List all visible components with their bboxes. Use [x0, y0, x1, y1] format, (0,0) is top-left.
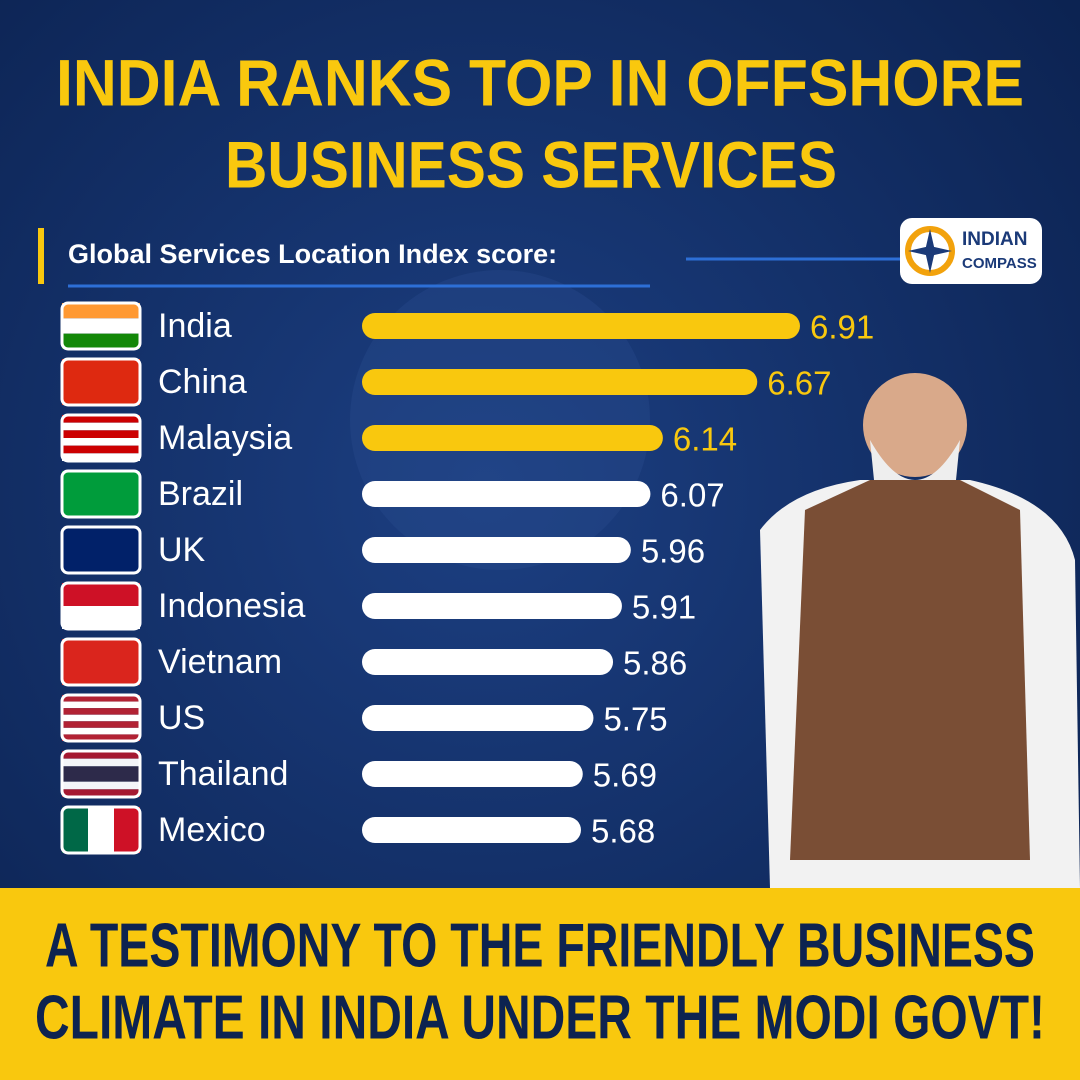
value-label: 5.96 [641, 533, 705, 570]
flag-border [60, 525, 142, 575]
bar [362, 369, 758, 395]
flag-stripe [62, 527, 140, 573]
title-line: BUSINESS SERVICES [225, 127, 837, 201]
logo-text: INDIAN [962, 229, 1027, 250]
title-line: INDIA RANKS TOP IN OFFSHORE [56, 45, 1024, 119]
category-label: UK [158, 531, 206, 569]
flag-stripe [62, 359, 140, 405]
value-label: 5.75 [603, 701, 667, 738]
category-label: US [158, 699, 205, 737]
flag-border [60, 413, 142, 463]
subtitle: Global Services Location Index score: [68, 239, 557, 269]
flag-border [60, 637, 142, 687]
flag-stripe [62, 422, 140, 431]
footer-band [0, 888, 1080, 1080]
bar [362, 705, 594, 731]
flag [60, 805, 142, 855]
flag-stripe [62, 606, 140, 629]
flag-border [60, 693, 142, 743]
bar [362, 817, 581, 843]
flag-stripe [62, 727, 140, 735]
category-label: India [158, 307, 232, 345]
flag-stripe [62, 453, 140, 461]
category-label: Brazil [158, 475, 243, 513]
flag-stripe [62, 639, 140, 685]
flag-stripe [62, 714, 140, 722]
flag-stripe [62, 445, 140, 454]
flag [60, 581, 142, 631]
category-label: China [158, 363, 247, 401]
flag-stripe [62, 303, 140, 319]
flag [60, 413, 142, 463]
bar [362, 313, 800, 339]
flag-stripe [62, 807, 88, 853]
flag-stripe [62, 415, 140, 423]
flag [60, 525, 142, 575]
value-label: 5.86 [623, 645, 687, 682]
flag-border [60, 805, 142, 855]
category-label: Thailand [158, 755, 288, 793]
flag [60, 749, 142, 799]
flag-stripe [62, 758, 140, 767]
logo-icon [908, 229, 952, 273]
flag [60, 693, 142, 743]
logo-box [900, 218, 1042, 284]
flag-stripe [62, 471, 140, 517]
flag-stripe [62, 751, 140, 759]
flag [60, 301, 142, 351]
category-label: Malaysia [158, 419, 292, 457]
flag-border [60, 301, 142, 351]
bar [362, 537, 631, 563]
flag-stripe [62, 318, 140, 334]
bar [362, 761, 583, 787]
flag-stripe [62, 701, 140, 709]
flag-border [60, 749, 142, 799]
value-label: 5.91 [632, 589, 696, 626]
category-label: Indonesia [158, 587, 306, 625]
flag [60, 469, 142, 519]
bar [362, 593, 622, 619]
footer-line: A TESTIMONY TO THE FRIENDLY BUSINESS [45, 911, 1035, 980]
footer-line: CLIMATE IN INDIA UNDER THE MODI GOVT! [35, 983, 1045, 1052]
flag-stripe [62, 721, 140, 728]
flag-stripe [62, 766, 140, 774]
bar [362, 481, 651, 507]
flag-border [60, 357, 142, 407]
bar [362, 425, 663, 451]
value-label: 6.14 [673, 421, 737, 458]
flag-stripe [62, 695, 140, 702]
person-illustration [760, 373, 1080, 888]
person-vest [790, 480, 1030, 860]
flag-stripe [62, 774, 140, 782]
flag-stripe [114, 807, 140, 853]
flag-stripe [62, 583, 140, 606]
bar [362, 649, 614, 675]
flag-stripe [62, 333, 140, 349]
flag-border [60, 581, 142, 631]
value-label: 5.69 [593, 757, 657, 794]
value-label: 6.07 [660, 477, 724, 514]
flag-stripe [62, 438, 140, 446]
category-label: Mexico [158, 811, 266, 849]
person-head [863, 373, 967, 477]
flag [60, 637, 142, 687]
flag [60, 357, 142, 407]
flag-stripe [62, 708, 140, 715]
flag-stripe [62, 789, 140, 797]
flag-stripe [62, 734, 140, 741]
accent-bar [38, 228, 44, 284]
flag-border [60, 469, 142, 519]
flag-stripe [88, 807, 114, 853]
flag-stripe [62, 781, 140, 790]
logo: INDIAN COMPASS [900, 218, 1042, 284]
flag-stripe [62, 430, 140, 438]
value-label: 6.91 [810, 309, 874, 346]
category-label: Vietnam [158, 643, 282, 681]
value-label: 6.67 [767, 365, 831, 402]
value-label: 5.68 [591, 813, 655, 850]
logo-text: COMPASS [962, 255, 1037, 272]
